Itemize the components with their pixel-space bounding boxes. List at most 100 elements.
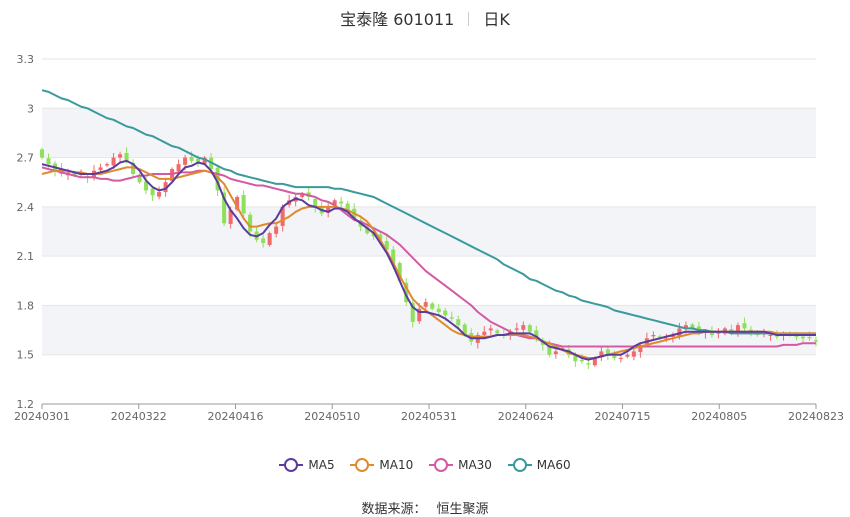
candle [345, 200, 350, 216]
candle [222, 186, 227, 226]
ma60-swatch-icon [507, 458, 532, 472]
ma60-line [41, 89, 816, 335]
candle-body [384, 241, 389, 250]
candle-body [514, 328, 519, 330]
candle-body [261, 238, 266, 243]
candle [118, 151, 123, 164]
candle [742, 317, 747, 332]
data-source: 数据来源： 恒生聚源 [0, 498, 850, 517]
x-tick-label: 20240805 [691, 410, 747, 423]
candle [638, 342, 643, 358]
x-tick-label: 20240322 [111, 410, 167, 423]
candle-body [800, 336, 806, 339]
legend-item-ma30[interactable]: MA30 [429, 458, 492, 472]
moving-average-lines [41, 89, 816, 361]
source-label: 数据来源： [361, 502, 427, 517]
candle-body [202, 157, 207, 164]
candle-body [449, 317, 454, 319]
ma5-circle-swatch [284, 458, 299, 472]
candle-body [215, 167, 220, 191]
candle [274, 221, 279, 238]
candle-body [313, 198, 318, 207]
candle-body [735, 325, 740, 332]
candle-body [189, 156, 194, 161]
ma10-swatch-icon [350, 458, 375, 472]
ma30-circle-swatch [434, 458, 449, 472]
y-tick-label: 2.1 [17, 250, 35, 263]
candle-body [228, 210, 233, 224]
candle [605, 346, 610, 361]
x-tick-label: 20240510 [304, 410, 360, 423]
candle [527, 323, 532, 334]
ma30-line [41, 166, 816, 348]
candle-body [495, 330, 500, 334]
candle [105, 162, 110, 168]
candle-body [579, 359, 584, 362]
legend-label-ma5: MA5 [308, 458, 335, 472]
candle [339, 197, 344, 208]
candle [150, 185, 155, 201]
candle-body [618, 358, 623, 359]
candle-body [573, 354, 578, 362]
candle-body [274, 226, 279, 234]
legend: MA5 MA10 MA30 MA60 [0, 458, 850, 475]
candle-body [638, 344, 643, 353]
candle-body [332, 200, 337, 205]
candle-body [443, 310, 448, 316]
candle [430, 301, 435, 311]
legend-item-ma60[interactable]: MA60 [507, 458, 571, 472]
candle-body [462, 324, 467, 335]
candle-body [774, 335, 779, 337]
candle-body [553, 351, 558, 355]
x-tick-label: 20240715 [595, 410, 651, 423]
candle-body [397, 263, 402, 281]
y-tick-label: 3.3 [17, 53, 35, 66]
candle-body [150, 188, 155, 196]
candle [514, 322, 519, 333]
candle [404, 278, 409, 306]
plot-band [42, 108, 816, 158]
candle-body [664, 338, 669, 340]
candle [131, 159, 136, 179]
candle-body [378, 234, 383, 240]
candle-body [527, 325, 532, 332]
legend-item-ma5[interactable]: MA5 [279, 458, 335, 472]
y-axis: 1.2 1.5 1.8 2.1 2.4 2.7 3 3.3 [17, 53, 35, 411]
candle-body [742, 323, 747, 329]
candle [488, 324, 493, 335]
candle-body [410, 302, 415, 322]
candle-body [651, 335, 656, 337]
candle-body [124, 152, 129, 161]
y-tick-label: 1.5 [17, 349, 35, 362]
candle-body [105, 164, 110, 166]
candle-body [430, 303, 435, 309]
candle [436, 304, 441, 316]
candle-body [807, 336, 812, 339]
ma5-line [41, 159, 816, 361]
candle-body [267, 233, 272, 245]
candle-body [488, 328, 493, 331]
candle [157, 186, 162, 200]
legend-item-ma10[interactable]: MA10 [350, 458, 413, 472]
candle-body [391, 249, 396, 265]
legend-label-ma30: MA30 [458, 458, 492, 472]
candle-body [72, 172, 77, 176]
candle-body [599, 351, 604, 358]
candle-body [300, 193, 305, 197]
candle [625, 353, 630, 359]
candle-body [631, 351, 636, 357]
candle [813, 336, 819, 347]
candle-body [456, 319, 461, 326]
candle [553, 347, 558, 359]
candle-body [436, 308, 441, 312]
candle-body [605, 349, 610, 355]
candle-body [345, 203, 350, 211]
candle-body [417, 308, 422, 322]
y-tick-label: 1.8 [17, 299, 35, 312]
candle-body [157, 192, 162, 197]
plot-band [42, 206, 816, 257]
candle-body [768, 335, 773, 336]
candle [261, 234, 266, 248]
candle-body [534, 330, 539, 339]
